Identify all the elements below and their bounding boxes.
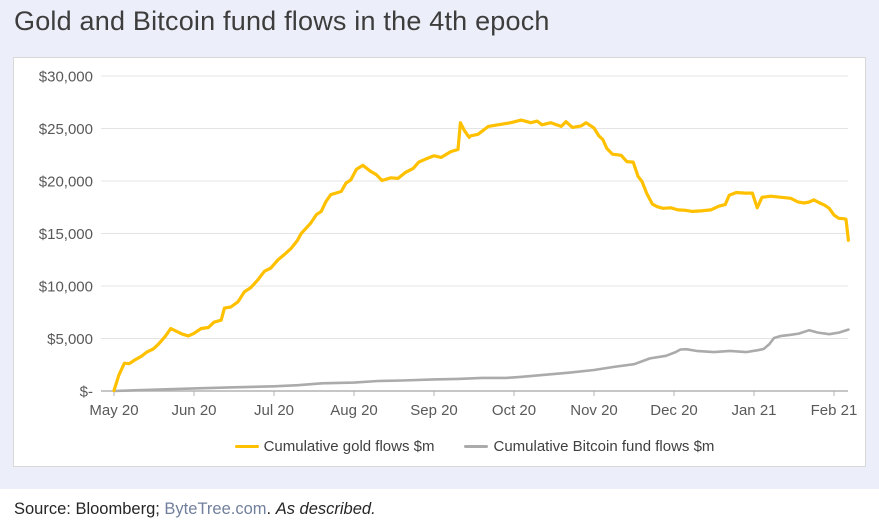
- gold-line-swatch: [234, 444, 259, 449]
- x-tick-label: Oct 20: [492, 402, 536, 419]
- y-tick-label: $5,000: [47, 331, 93, 348]
- chart-legend: Cumulative gold flows $m Cumulative Bitc…: [101, 438, 848, 455]
- source-text: Source: Bloomberg; ByteTree.com. As desc…: [14, 500, 376, 519]
- y-tick-label: $30,000: [39, 69, 93, 86]
- legend-item-bitcoin: Cumulative Bitcoin fund flows $m: [464, 438, 714, 455]
- x-tick-label: May 20: [89, 402, 138, 419]
- gold-flows-line: [112, 118, 851, 393]
- chart-card: $30,000 $25,000 $20,000 $15,000 $10,000 $5,00…: [13, 57, 866, 467]
- legend-item-gold: Cumulative gold flows $m: [234, 438, 435, 455]
- source-note: As described.: [275, 499, 376, 518]
- legend-label-bitcoin: Cumulative Bitcoin fund flows $m: [493, 438, 715, 455]
- source-footer: Source: Bloomberg; ByteTree.com. As desc…: [0, 489, 879, 529]
- x-tick-label: Dec 20: [650, 402, 698, 419]
- x-tick-label: Jul 20: [254, 402, 294, 419]
- y-tick-label: $10,000: [39, 279, 93, 296]
- x-tick-label: Jan 21: [731, 402, 776, 419]
- y-tick-label: $-: [80, 384, 93, 401]
- x-tick-label: Feb 21: [811, 402, 858, 419]
- legend-label-gold: Cumulative gold flows $m: [263, 438, 435, 455]
- source-separator: .: [266, 499, 276, 518]
- y-tick-label: $15,000: [39, 226, 93, 243]
- source-link[interactable]: ByteTree.com: [164, 499, 267, 518]
- fund-flows-chart: $30,000 $25,000 $20,000 $15,000 $10,000 $5,00…: [39, 69, 858, 420]
- bitcoin-flows-line: [112, 328, 850, 393]
- x-tick-label: Jun 20: [171, 402, 216, 419]
- source-prefix: Source: Bloomberg;: [14, 499, 165, 518]
- x-tick-label: Sep 20: [410, 402, 458, 419]
- x-tick-label: Nov 20: [570, 402, 618, 419]
- y-tick-label: $25,000: [39, 121, 93, 138]
- x-tick-label: Aug 20: [330, 402, 378, 419]
- page-title: Gold and Bitcoin fund flows in the 4th e…: [14, 6, 550, 36]
- y-tick-label: $20,000: [39, 174, 93, 191]
- bitcoin-line-swatch: [464, 444, 489, 449]
